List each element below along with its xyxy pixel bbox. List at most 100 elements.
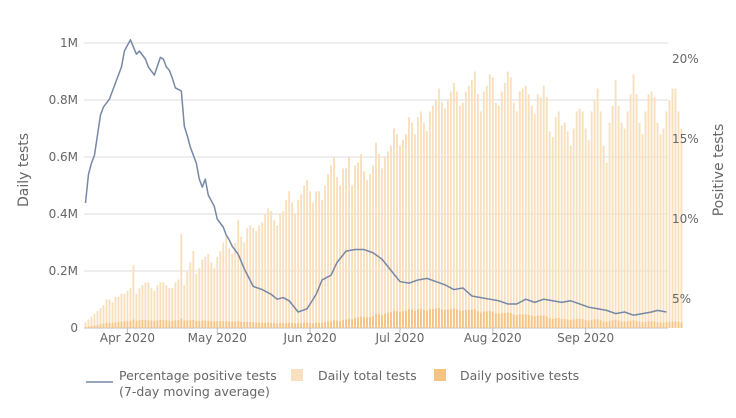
total-tests-bar xyxy=(180,233,183,328)
total-tests-bar xyxy=(656,122,659,328)
total-tests-bar xyxy=(473,71,476,328)
total-tests-bar xyxy=(90,316,93,328)
total-tests-bar xyxy=(608,122,611,328)
total-tests-bar xyxy=(318,191,321,328)
positive-tests-bar xyxy=(192,320,195,328)
positive-tests-bar xyxy=(500,313,503,328)
y-right-tick-label: 20% xyxy=(672,52,699,66)
total-tests-bar xyxy=(602,145,605,328)
positive-tests-bar xyxy=(111,323,114,328)
legend-item-total-tests[interactable]: Daily total tests xyxy=(291,368,417,383)
positive-tests-bar xyxy=(102,323,105,328)
total-tests-bar xyxy=(381,168,383,328)
positive-tests-bar xyxy=(515,315,518,328)
positive-tests-bar xyxy=(422,309,425,328)
total-tests-bar xyxy=(294,214,297,328)
positive-tests-bar xyxy=(168,320,171,328)
positive-tests-bar xyxy=(342,320,344,328)
positive-tests-bar xyxy=(485,311,488,328)
positive-tests-bar xyxy=(414,310,416,328)
total-tests-bar xyxy=(566,131,569,328)
positive-tests-bar xyxy=(273,323,276,328)
positive-tests-bar xyxy=(261,322,264,328)
total-tests-bar xyxy=(518,91,521,328)
total-tests-bar xyxy=(354,165,356,328)
positive-tests-bar xyxy=(473,309,476,328)
total-tests-bar xyxy=(216,256,219,328)
total-tests-bar xyxy=(321,199,324,328)
positive-tests-bar xyxy=(542,315,545,328)
positive-tests-bar xyxy=(399,311,401,328)
legend-item-positivity[interactable]: Percentage positive tests (7-day moving … xyxy=(86,368,277,399)
positive-tests-bar xyxy=(336,320,338,328)
total-tests-bar xyxy=(674,88,677,328)
positive-tests-bar xyxy=(156,320,159,328)
total-tests-bar xyxy=(93,313,96,328)
positive-tests-bar xyxy=(611,320,614,328)
positive-tests-bar xyxy=(198,320,201,329)
total-tests-bar xyxy=(662,128,665,328)
total-tests-bar xyxy=(183,285,186,328)
positive-tests-bar xyxy=(479,312,482,328)
total-tests-bar xyxy=(620,122,623,328)
positive-tests-bar xyxy=(252,322,255,328)
total-tests-bar xyxy=(87,319,90,328)
positive-tests-bar xyxy=(243,322,246,328)
total-tests-bar xyxy=(141,285,144,328)
total-tests-bar xyxy=(650,91,653,328)
positive-tests-bar xyxy=(647,321,650,328)
total-tests-bar xyxy=(638,122,641,328)
positive-tests-bar xyxy=(288,322,291,328)
total-tests-bar xyxy=(255,231,258,328)
positive-tests-bar xyxy=(408,309,410,328)
positive-tests-bar xyxy=(381,315,383,328)
total-tests-bar xyxy=(117,296,120,328)
total-tests-bar xyxy=(204,256,207,328)
positive-tests-bar xyxy=(123,321,126,328)
x-tick-label: Aug 2020 xyxy=(464,331,522,345)
y-left-tick-label: 0.2M xyxy=(49,264,78,278)
total-tests-bar xyxy=(506,71,509,328)
positive-tests-bar xyxy=(455,309,458,328)
total-tests-bar xyxy=(147,282,150,328)
positive-tests-bar xyxy=(351,319,353,328)
positive-tests-bar xyxy=(249,322,252,328)
positive-tests-bar xyxy=(641,322,644,328)
positive-tests-bar xyxy=(587,320,590,328)
positive-tests-bar xyxy=(114,322,117,328)
total-tests-bar xyxy=(437,88,440,328)
total-tests-bar xyxy=(336,176,338,328)
total-tests-bar xyxy=(482,91,485,328)
positive-tests-bar xyxy=(228,321,231,328)
total-tests-bar xyxy=(177,279,180,328)
total-tests-bar xyxy=(186,271,189,328)
legend-label-positivity-line1: Percentage positive tests xyxy=(119,368,277,383)
positive-tests-bar xyxy=(300,323,303,328)
total-tests-bar xyxy=(153,290,156,328)
positive-tests-bar xyxy=(629,320,632,329)
total-tests-bar xyxy=(524,85,527,328)
positive-tests-bar xyxy=(584,320,587,328)
total-tests-bar xyxy=(360,154,362,328)
positive-tests-bar xyxy=(563,318,566,328)
positive-tests-bar xyxy=(623,321,626,328)
positive-tests-bar xyxy=(503,312,506,328)
positive-tests-bar xyxy=(419,308,422,328)
total-tests-bar xyxy=(533,114,536,328)
total-tests-bar xyxy=(105,299,108,328)
positive-tests-bar xyxy=(213,321,216,328)
positive-tests-bar xyxy=(458,310,461,328)
positive-tests-bar xyxy=(318,322,321,328)
total-tests-bar xyxy=(249,225,252,328)
total-tests-bar xyxy=(417,117,419,328)
total-tests-bar xyxy=(572,128,575,328)
positive-tests-bar xyxy=(99,324,102,328)
positive-tests-bar xyxy=(557,318,560,328)
total-tests-bar xyxy=(237,219,240,328)
positive-tests-bar xyxy=(536,315,539,328)
positive-tests-bar xyxy=(270,322,273,328)
total-tests-bar xyxy=(467,85,470,328)
legend-item-positive-tests[interactable]: Daily positive tests xyxy=(434,368,579,383)
positive-tests-bar xyxy=(626,321,629,328)
total-tests-bar xyxy=(309,191,312,328)
